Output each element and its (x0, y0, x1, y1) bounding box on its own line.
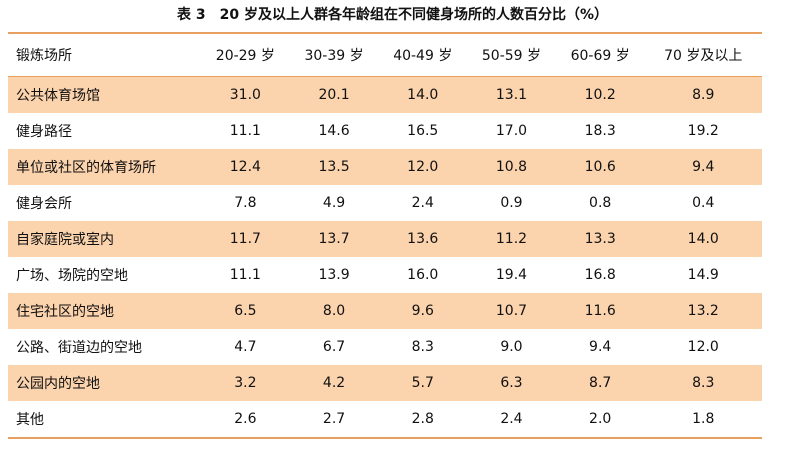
table-title: 表 3 20 岁及以上人群各年龄组在不同健身场所的人数百分比（%） (177, 7, 608, 23)
value-cell: 16.0 (407, 267, 439, 283)
table-row: 其他 2.6 2.7 2.8 2.4 2.0 1.8 (8, 401, 762, 439)
value-cell: 5.7 (411, 375, 434, 391)
value-cell: 3.2 (234, 375, 257, 391)
value-cell: 4.9 (322, 195, 346, 211)
value-cell: 10.8 (495, 159, 528, 175)
value-cell: 0.9 (500, 195, 523, 211)
value-cell: 4.7 (234, 339, 257, 355)
value-cell: 13.1 (495, 87, 528, 103)
value-cell: 13.5 (318, 159, 350, 175)
value-cell: 2.7 (289, 401, 379, 439)
table-row: 广场、场院的空地 11.1 13.9 16.0 19.4 16.8 14.9 (8, 257, 762, 293)
value-cell: 13.3 (584, 231, 616, 247)
table-row: 住宅社区的空地 6.5 8.0 9.6 10.7 11.6 13.2 (8, 293, 762, 329)
row-label: 广场、场院的空地 (16, 268, 128, 284)
value-cell: 9.6 (411, 303, 434, 319)
value-cell: 0.8 (589, 195, 612, 211)
value-cell: 6.7 (322, 339, 346, 355)
value-cell: 2.6 (201, 401, 290, 439)
value-cell: 16.8 (584, 267, 616, 283)
row-label: 公园内的空地 (16, 376, 100, 392)
value-cell: 10.6 (584, 159, 616, 175)
value-cell: 19.4 (495, 267, 528, 283)
value-cell: 6.3 (500, 375, 523, 391)
value-cell: 9.4 (692, 159, 715, 175)
header-cell: 锻炼场所 (8, 32, 201, 77)
row-label: 健身会所 (16, 196, 72, 212)
header-cell: 20-29 岁 (201, 32, 290, 77)
value-cell: 12.4 (229, 159, 261, 175)
value-cell: 13.7 (318, 231, 350, 247)
value-cell: 11.7 (229, 231, 261, 247)
header-cell: 50-59 岁 (467, 32, 556, 77)
value-cell: 16.5 (407, 123, 439, 139)
value-cell: 13.2 (687, 303, 719, 319)
value-cell: 18.3 (584, 123, 616, 139)
value-cell: 8.3 (411, 339, 434, 355)
value-cell: 13.9 (318, 267, 350, 283)
value-cell: 12.0 (687, 339, 719, 355)
table-row: 公路、街道边的空地 4.7 6.7 8.3 9.0 9.4 12.0 (8, 329, 762, 365)
value-cell: 6.5 (234, 303, 257, 319)
value-cell: 9.0 (500, 339, 523, 355)
value-cell: 2.0 (555, 401, 645, 439)
value-cell: 9.4 (589, 339, 612, 355)
value-cell: 0.4 (692, 195, 715, 211)
table-row: 公园内的空地 3.2 4.2 5.7 6.3 8.7 8.3 (8, 365, 762, 401)
row-label: 公路、街道边的空地 (16, 340, 142, 356)
table-row: 健身会所 7.8 4.9 2.4 0.9 0.8 0.4 (8, 185, 762, 221)
header-cell: 30-39 岁 (289, 32, 379, 77)
value-cell: 17.0 (495, 123, 528, 139)
value-cell: 8.3 (692, 375, 715, 391)
value-cell: 11.2 (495, 231, 528, 247)
row-label: 住宅社区的空地 (16, 304, 114, 320)
value-cell: 20.1 (318, 87, 350, 103)
value-cell: 12.0 (407, 159, 439, 175)
header-cell: 60-69 岁 (555, 32, 645, 77)
value-cell: 8.7 (589, 375, 612, 391)
value-cell: 2.4 (411, 195, 434, 211)
row-label: 其他 (8, 401, 201, 439)
value-cell: 13.6 (407, 231, 439, 247)
value-cell: 11.1 (229, 123, 261, 139)
value-cell: 14.0 (407, 87, 439, 103)
table-body: 公共体育场馆 31.0 20.1 14.0 13.1 10.2 8.9 健身路径 11.1 14.… (8, 76, 762, 439)
value-cell: 31.0 (229, 87, 261, 103)
table-row: 单位或社区的体育场所 12.4 13.5 12.0 10.8 10.6 9.4 (8, 149, 762, 185)
header-cell: 70 岁及以上 (644, 32, 762, 77)
row-label: 单位或社区的体育场所 (16, 160, 156, 176)
value-cell: 4.2 (322, 375, 346, 391)
value-cell: 14.9 (687, 267, 719, 283)
value-cell: 11.6 (584, 303, 616, 319)
value-cell: 10.7 (495, 303, 528, 319)
value-cell: 8.9 (692, 87, 715, 103)
value-cell: 19.2 (687, 123, 719, 139)
value-cell: 2.4 (467, 401, 556, 439)
value-cell: 14.6 (318, 123, 350, 139)
table-row: 公共体育场馆 31.0 20.1 14.0 13.1 10.2 8.9 (8, 76, 762, 113)
row-label: 自家庭院或室内 (16, 232, 114, 248)
value-cell: 1.8 (644, 401, 762, 439)
value-cell: 14.0 (687, 231, 719, 247)
table-row: 健身路径 11.1 14.6 16.5 17.0 18.3 19.2 (8, 113, 762, 149)
table-row: 自家庭院或室内 11.7 13.7 13.6 11.2 13.3 14.0 (8, 221, 762, 257)
row-label: 健身路径 (16, 124, 72, 140)
value-cell: 2.8 (378, 401, 468, 439)
value-cell: 11.1 (229, 267, 261, 283)
value-cell: 8.0 (322, 303, 346, 319)
value-cell: 7.8 (234, 195, 257, 211)
value-cell: 10.2 (584, 87, 616, 103)
row-label: 公共体育场馆 (16, 88, 100, 104)
header-cell: 40-49 岁 (378, 32, 468, 77)
